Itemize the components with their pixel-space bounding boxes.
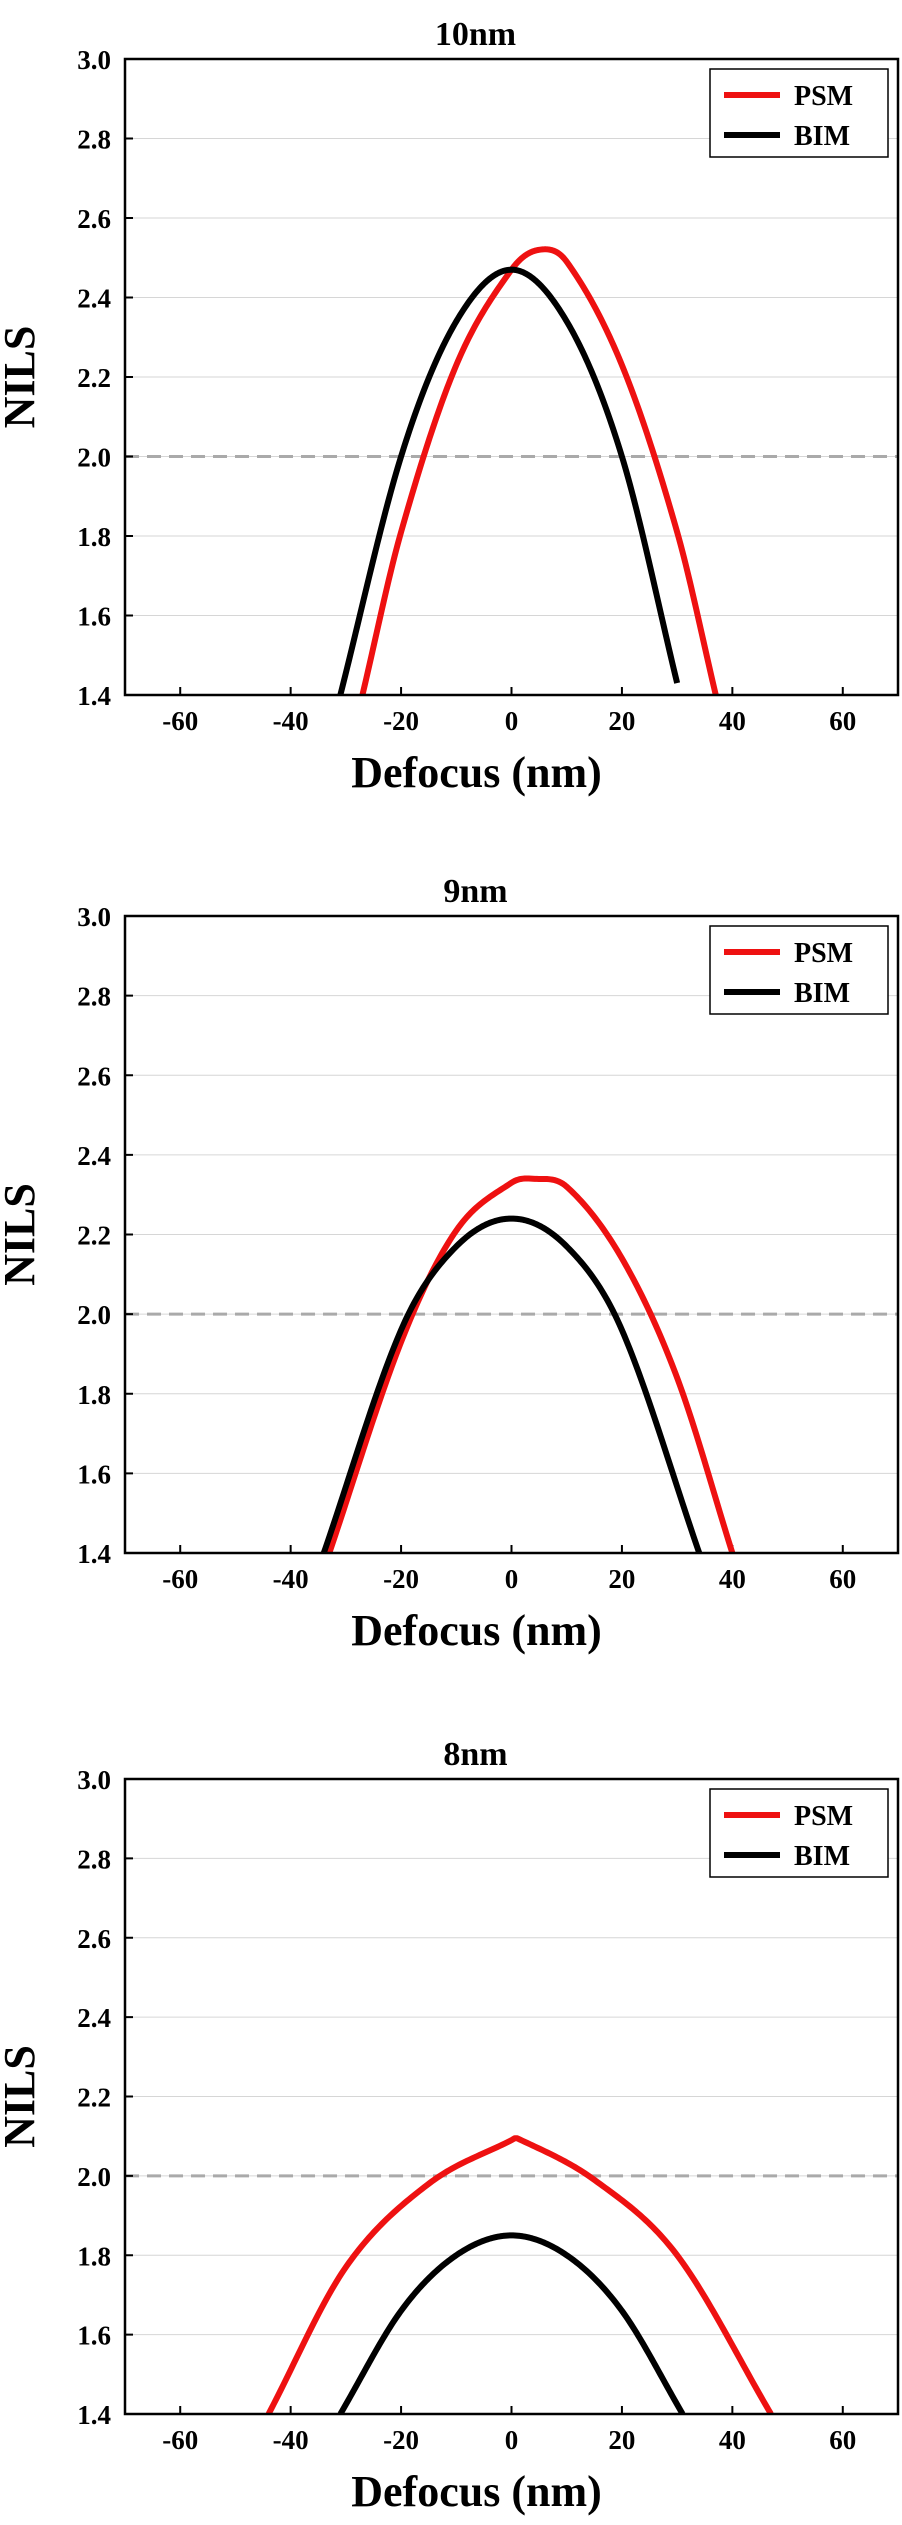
- legend-label-psm: PSM: [794, 938, 853, 969]
- plot-frame: [123, 1777, 900, 2416]
- y-tick-label: 2.6: [77, 204, 111, 234]
- chart-title: 8nm: [443, 1736, 507, 1773]
- y-tick-label: 2.8: [77, 125, 111, 155]
- legend-box: [709, 1788, 889, 1878]
- chart-title: 10nm: [435, 16, 516, 53]
- x-tick-label: 40: [719, 2425, 746, 2455]
- y-tick-label: 1.8: [77, 2241, 111, 2271]
- x-tick-label: -60: [162, 706, 198, 736]
- legend: PSM BIM: [709, 925, 889, 1015]
- x-tick-label: 0: [505, 1564, 519, 1594]
- y-tick-label: 2.4: [77, 284, 111, 314]
- legend-label-psm: PSM: [794, 81, 853, 112]
- legend: PSM BIM: [709, 1788, 889, 1878]
- y-tick-label: 2.0: [77, 2162, 111, 2192]
- series-line-bim: [320, 1215, 703, 1553]
- x-axis-label: Defocus (nm): [351, 2467, 602, 2516]
- y-tick-label: 3.0: [77, 1765, 111, 1795]
- x-tick-label: -60: [162, 2425, 198, 2455]
- x-tick-label: 0: [505, 2425, 519, 2455]
- x-tick-label: -20: [383, 1564, 419, 1594]
- y-tick-label: 2.4: [77, 2003, 111, 2033]
- chart-panel-0: 10nm 1.4 1.6 1.8 2.0 2.2 2.4 2.6 2.8 3.0 -60 -40 -20…: [0, 16, 900, 797]
- y-tick-label: 3.0: [77, 45, 111, 75]
- x-tick-label: 60: [829, 2425, 856, 2455]
- x-tick-label: 40: [719, 1564, 746, 1594]
- x-axis-label: Defocus (nm): [351, 1606, 602, 1655]
- y-axis-label: NILS: [0, 2045, 44, 2148]
- y-tick-label: 1.4: [77, 681, 111, 711]
- chart-title: 9nm: [443, 873, 507, 910]
- series-line-psm: [359, 246, 719, 695]
- x-tick-label: -40: [273, 2425, 309, 2455]
- y-axis-label: NILS: [0, 1183, 44, 1286]
- y-tick-label: 2.8: [77, 1844, 111, 1874]
- chart-panel-2: 8nm 1.4 1.6 1.8 2.0 2.2 2.4 2.6 2.8 3.0 -60 -40 -20 0…: [0, 1736, 900, 2516]
- chart-panel-1: 9nm 1.4 1.6 1.8 2.0 2.2 2.4 2.6 2.8 3.0 -60 -40 -20 0…: [0, 873, 900, 1655]
- y-tick-label: 2.6: [77, 1061, 111, 1091]
- x-tick-label: -40: [273, 706, 309, 736]
- y-tick-label: 1.4: [77, 2400, 111, 2430]
- y-tick-label: 2.4: [77, 1141, 111, 1171]
- x-tick-label: -40: [273, 1564, 309, 1594]
- x-tick-label: 40: [719, 706, 746, 736]
- y-tick-label: 2.8: [77, 982, 111, 1012]
- x-tick-label: -20: [383, 706, 419, 736]
- y-tick-label: 3.0: [77, 902, 111, 932]
- y-tick-label: 1.6: [77, 602, 111, 632]
- y-tick-label: 2.0: [77, 443, 111, 473]
- y-tick-label: 1.4: [77, 1539, 111, 1569]
- legend-box: [709, 68, 889, 158]
- x-tick-label: -20: [383, 2425, 419, 2455]
- y-tick-label: 2.0: [77, 1300, 111, 1330]
- plot-frame: [123, 914, 900, 1555]
- plot-frame: [123, 57, 900, 697]
- x-tick-label: 20: [608, 1564, 635, 1594]
- y-tick-label: 2.6: [77, 1924, 111, 1954]
- y-tick-label: 1.6: [77, 1459, 111, 1489]
- y-tick-label: 1.8: [77, 522, 111, 552]
- x-axis-label: Defocus (nm): [351, 748, 602, 797]
- legend-label-psm: PSM: [794, 1801, 853, 1832]
- series-line-bim: [337, 2232, 686, 2414]
- legend-box: [709, 925, 889, 1015]
- legend-label-bim: BIM: [794, 121, 850, 152]
- y-axis-label: NILS: [0, 326, 44, 429]
- legend-label-bim: BIM: [794, 1841, 850, 1872]
- y-tick-label: 2.2: [77, 1221, 111, 1251]
- y-tick-label: 2.2: [77, 2083, 111, 2113]
- series-line-psm: [326, 1175, 736, 1553]
- x-tick-label: 60: [829, 1564, 856, 1594]
- x-tick-label: 60: [829, 706, 856, 736]
- x-tick-label: 20: [608, 2425, 635, 2455]
- x-tick-label: 20: [608, 706, 635, 736]
- y-tick-label: 2.2: [77, 363, 111, 393]
- x-tick-label: -60: [162, 1564, 198, 1594]
- y-tick-label: 1.8: [77, 1380, 111, 1410]
- legend: PSM BIM: [709, 68, 889, 158]
- series-line-bim: [337, 266, 681, 695]
- legend-label-bim: BIM: [794, 978, 850, 1009]
- y-tick-label: 1.6: [77, 2321, 111, 2351]
- x-tick-label: 0: [505, 706, 519, 736]
- series-line-psm: [265, 2135, 774, 2414]
